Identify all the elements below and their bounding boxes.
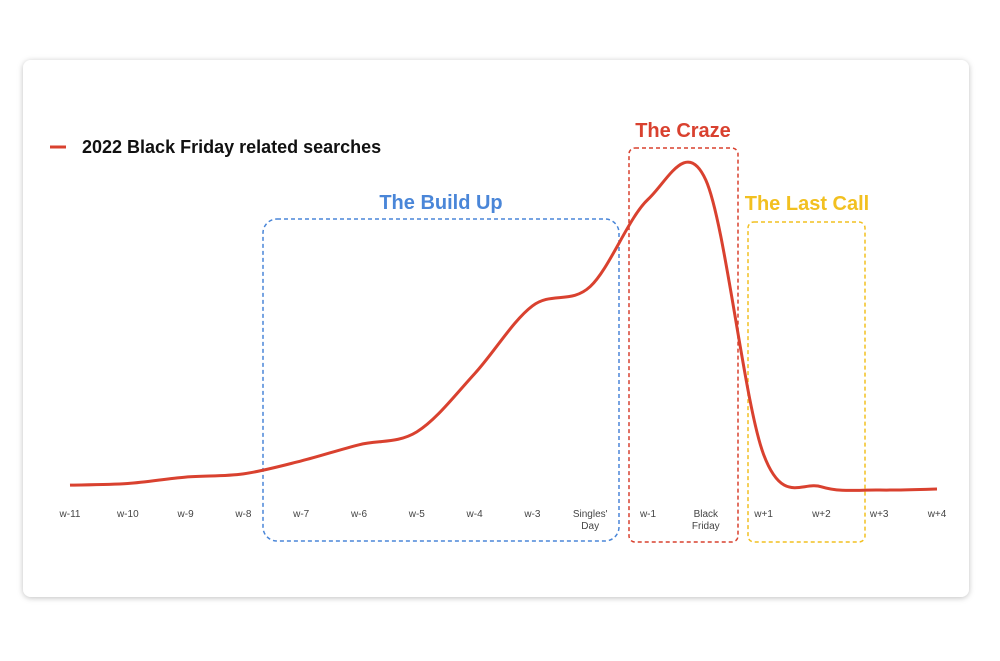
x-tick-label: Black Friday	[691, 509, 720, 532]
x-tick-label: w-6	[350, 509, 368, 520]
x-tick-label: w-11	[59, 509, 81, 520]
annotation: The Last Call	[745, 193, 869, 215]
line	[69, 160, 938, 492]
x-tick-label: w+2	[812, 509, 831, 520]
x-tick-label: w+4	[927, 509, 947, 520]
last-call-box	[747, 221, 866, 543]
x-tick-label: w+3	[869, 509, 889, 520]
x-tick-label: w-10	[116, 509, 139, 520]
annotation: The Craze	[635, 120, 731, 142]
legend-label: 2022 Black Friday related searches	[82, 137, 381, 157]
craze-box	[628, 147, 739, 543]
x-tick-label: w-5	[408, 509, 425, 520]
x-tick-label: w-3	[524, 509, 541, 520]
x-tick-label: w-1	[639, 509, 657, 520]
x-tick-label: Singles' Day	[572, 509, 608, 532]
x-tick-label: w-8	[235, 509, 252, 520]
x-tick-label: w-9	[177, 509, 194, 520]
x-tick-label: w-7	[293, 509, 310, 520]
build-up-box	[262, 218, 620, 542]
x-tick-label: w-4	[466, 509, 483, 520]
annotation: The Build Up	[379, 192, 502, 214]
card	[23, 60, 969, 597]
x-tick-label: w+1	[754, 509, 773, 520]
